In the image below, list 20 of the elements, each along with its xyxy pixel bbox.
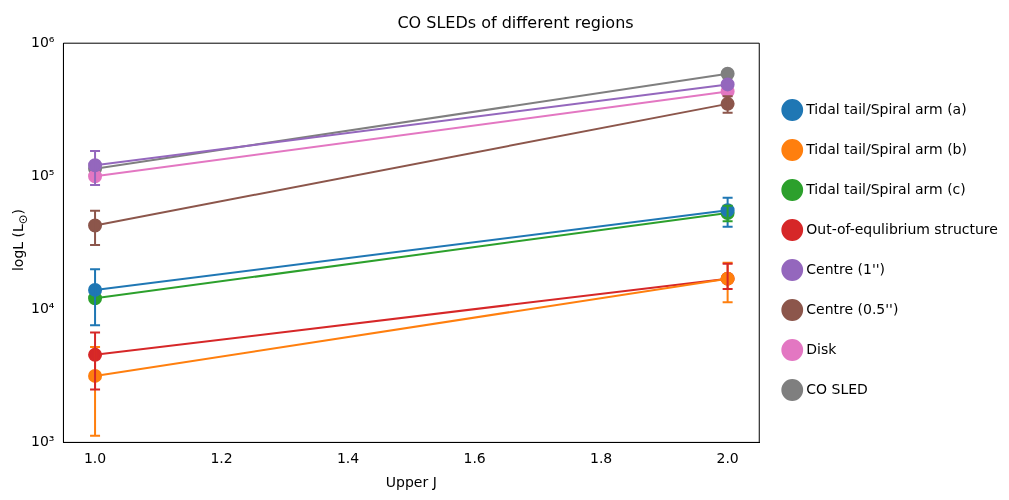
y-tick-label: 10⁴ bbox=[30, 299, 55, 316]
y-tick-label: 10³ bbox=[30, 433, 55, 450]
x-tick-label: 1.0 bbox=[83, 450, 107, 467]
x-tick-label: 1.4 bbox=[336, 450, 360, 467]
legend-label: Tidal tail/Spiral arm (c) bbox=[805, 180, 966, 197]
legend-label: Tidal tail/Spiral arm (b) bbox=[805, 140, 967, 157]
legend-label: Out-of-equlibrium structure bbox=[806, 220, 998, 237]
x-tick-label: 2.0 bbox=[716, 450, 739, 467]
x-tick-label: 1.2 bbox=[210, 450, 233, 467]
x-tick-label: 1.6 bbox=[463, 450, 486, 467]
x-tick-label: 1.8 bbox=[589, 450, 613, 467]
legend-label: Disk bbox=[806, 340, 838, 357]
legend-label: Tidal tail/Spiral arm (a) bbox=[805, 100, 967, 117]
chart-title: CO SLEDs of different regions bbox=[397, 12, 634, 32]
legend-label: Centre (0.5'') bbox=[806, 300, 899, 317]
y-tick-label: 10⁵ bbox=[30, 166, 55, 183]
y-tick-label: 10⁶ bbox=[30, 33, 55, 50]
legend-label: Centre (1'') bbox=[806, 260, 886, 277]
legend-label: CO SLED bbox=[806, 380, 868, 397]
x-axis-title: Upper J bbox=[385, 474, 437, 491]
